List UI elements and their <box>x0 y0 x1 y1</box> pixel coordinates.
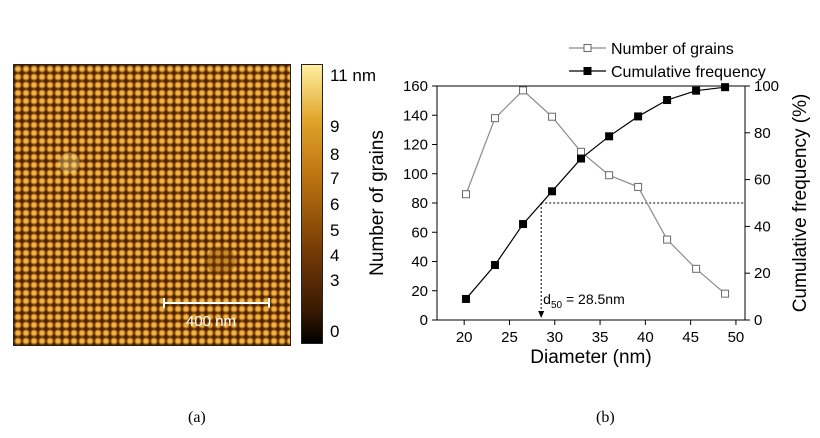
caption-b: (b) <box>596 409 615 426</box>
colorbar-label-6: 6 <box>330 195 340 214</box>
x-tick-label: 35 <box>592 329 609 346</box>
scale-bar-label: 400 nm <box>186 313 237 330</box>
colorbar-label-7: 7 <box>330 169 340 188</box>
legend-label: Number of grains <box>611 41 734 58</box>
cumulative-point <box>577 154 586 163</box>
y-left-tick-label: 80 <box>411 195 428 212</box>
y-right-tick-label: 60 <box>754 172 771 189</box>
x-tick-label: 25 <box>501 329 518 346</box>
grains-point <box>548 112 557 121</box>
legend-marker <box>583 67 592 75</box>
cumulative-series-line <box>465 86 726 300</box>
x-tick-label: 40 <box>637 329 654 346</box>
x-tick-label: 30 <box>546 329 563 346</box>
cumulative-point <box>663 96 672 105</box>
cumulative-point <box>461 294 470 303</box>
y-right-tick-label: 20 <box>754 265 771 282</box>
y-left-tick-label: 140 <box>403 107 428 124</box>
grains-series-line <box>465 89 726 295</box>
y-right-tick-label: 0 <box>754 312 762 329</box>
grains-point <box>663 235 672 244</box>
cumulative-point <box>519 220 528 229</box>
y-left-tick-label: 0 <box>420 312 428 329</box>
cumulative-point <box>721 83 730 92</box>
cumulative-point <box>490 261 499 270</box>
x-tick-label: 20 <box>456 329 473 346</box>
d50-arrowhead <box>538 311 545 318</box>
grains-point <box>721 289 730 298</box>
legend-label: Cumulative frequency <box>611 64 766 81</box>
d50-annotation: d50 = 28.5nm <box>543 291 625 311</box>
y-left-tick-label: 100 <box>403 166 428 183</box>
grains-point <box>519 86 528 95</box>
caption-a: (a) <box>188 409 206 426</box>
y-left-axis-title: Number of grains <box>367 130 388 276</box>
y-right-axis-title: Cumulative frequency (%) <box>790 94 811 313</box>
scale-bar <box>163 298 270 308</box>
colorbar-label-5: 5 <box>330 221 340 240</box>
grains-point <box>577 147 586 156</box>
grains-point <box>490 114 499 123</box>
grains-point <box>692 264 701 273</box>
colorbar-label-3: 3 <box>330 271 340 290</box>
colorbar-label-11nm: 11 nm <box>330 66 376 85</box>
colorbar-label-0: 0 <box>330 322 340 341</box>
x-axis-title: Diameter (nm) <box>530 347 651 368</box>
y-left-tick-label: 160 <box>403 78 428 95</box>
cumulative-point <box>634 112 643 121</box>
y-left-tick-label: 40 <box>411 254 428 271</box>
colorbar-label-8: 8 <box>330 145 340 164</box>
cumulative-point <box>692 86 701 95</box>
x-tick-label: 50 <box>728 329 745 346</box>
x-tick-label: 45 <box>682 329 699 346</box>
grains-point <box>634 182 643 191</box>
cumulative-point <box>548 187 557 196</box>
cumulative-point <box>605 132 614 141</box>
colorbar-label-9: 9 <box>330 117 340 136</box>
y-right-tick-label: 100 <box>754 78 779 95</box>
grains-point <box>461 190 470 199</box>
afm-topography-image <box>13 64 291 346</box>
y-right-tick-label: 80 <box>754 125 771 142</box>
y-left-tick-label: 60 <box>411 224 428 241</box>
y-left-tick-label: 120 <box>403 137 428 154</box>
y-right-tick-label: 40 <box>754 218 771 235</box>
y-left-tick-label: 20 <box>411 283 428 300</box>
grains-point <box>605 171 614 180</box>
colorbar-label-4: 4 <box>330 246 340 265</box>
legend-marker <box>583 44 592 52</box>
height-colorbar <box>301 64 323 344</box>
